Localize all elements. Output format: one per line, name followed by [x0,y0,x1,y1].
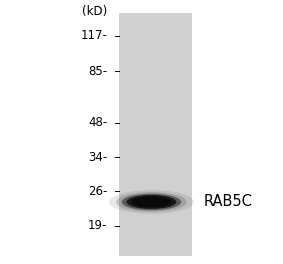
Text: 117-: 117- [81,29,108,42]
Text: (kD): (kD) [82,5,108,18]
Ellipse shape [116,192,187,212]
Ellipse shape [122,194,181,210]
Ellipse shape [127,195,176,209]
Text: 26-: 26- [88,185,108,198]
Ellipse shape [132,196,171,208]
Ellipse shape [109,190,194,214]
Text: 48-: 48- [88,116,108,129]
Bar [119,13,192,256]
Text: 85-: 85- [88,65,108,78]
Text: 19-: 19- [88,219,108,232]
Text: 34-: 34- [88,150,108,164]
Text: RAB5C: RAB5C [204,195,253,209]
